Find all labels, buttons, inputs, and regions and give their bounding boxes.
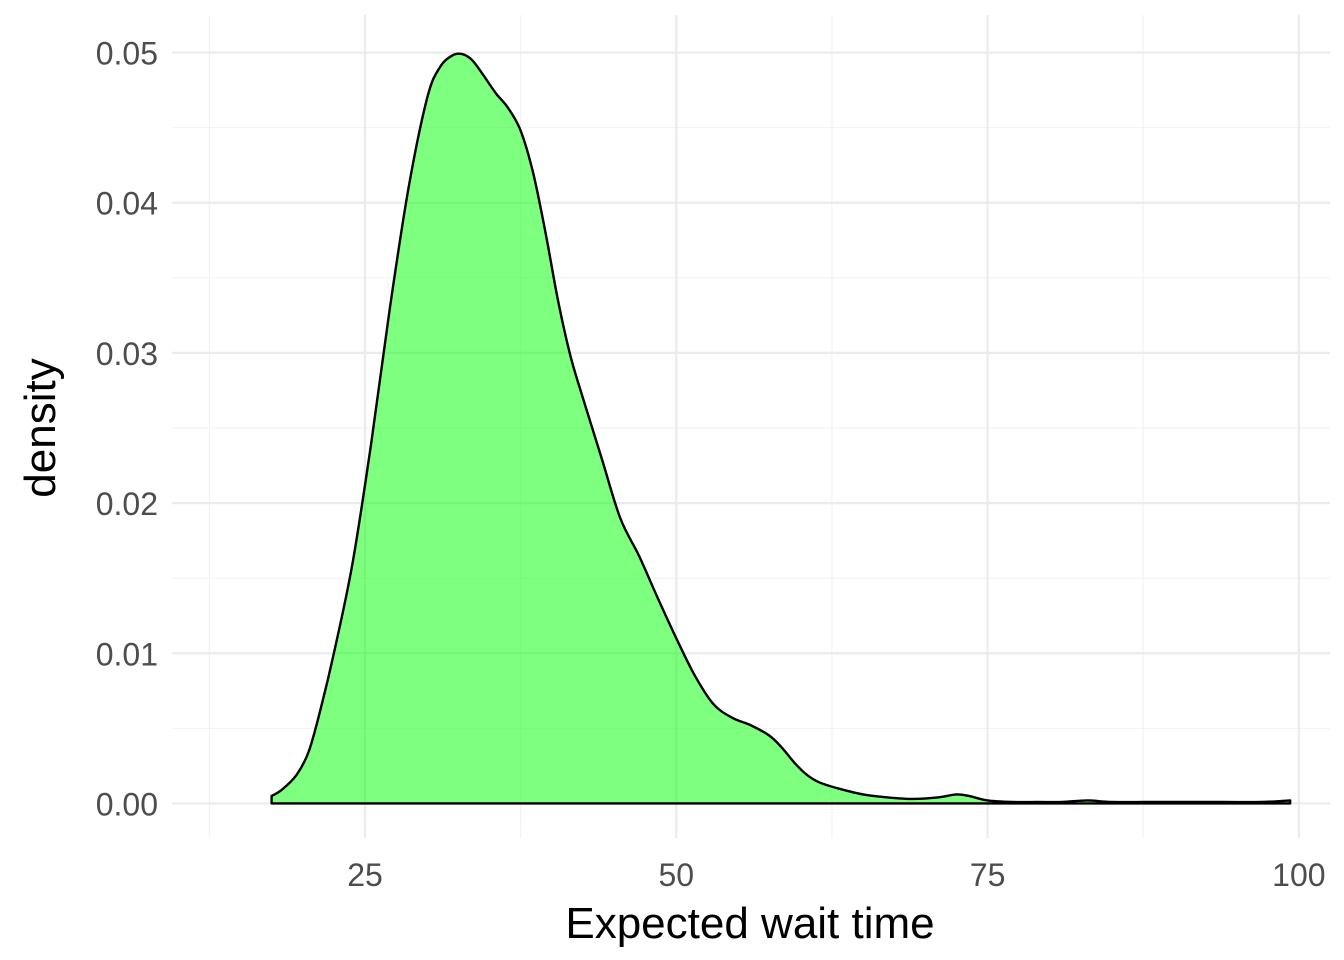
y-tick-label: 0.03 — [96, 336, 158, 372]
y-tick-label: 0.04 — [96, 186, 158, 222]
y-axis-tick-labels: 0.00 0.01 0.02 0.03 0.04 0.05 — [96, 36, 158, 823]
x-tick-label: 100 — [1272, 857, 1325, 893]
y-tick-label: 0.01 — [96, 636, 158, 672]
y-tick-label: 0.00 — [96, 786, 158, 822]
density-area — [271, 53, 1291, 804]
y-tick-label: 0.02 — [96, 486, 158, 522]
x-tick-label: 50 — [658, 857, 694, 893]
density-curve — [270, 52, 1292, 805]
x-tick-label: 75 — [970, 857, 1006, 893]
x-axis-title: Expected wait time — [565, 899, 934, 948]
x-axis-tick-labels: 25 50 75 100 — [347, 857, 1325, 893]
y-axis-title: density — [16, 358, 65, 497]
y-tick-label: 0.05 — [96, 36, 158, 72]
x-tick-label: 25 — [347, 857, 383, 893]
